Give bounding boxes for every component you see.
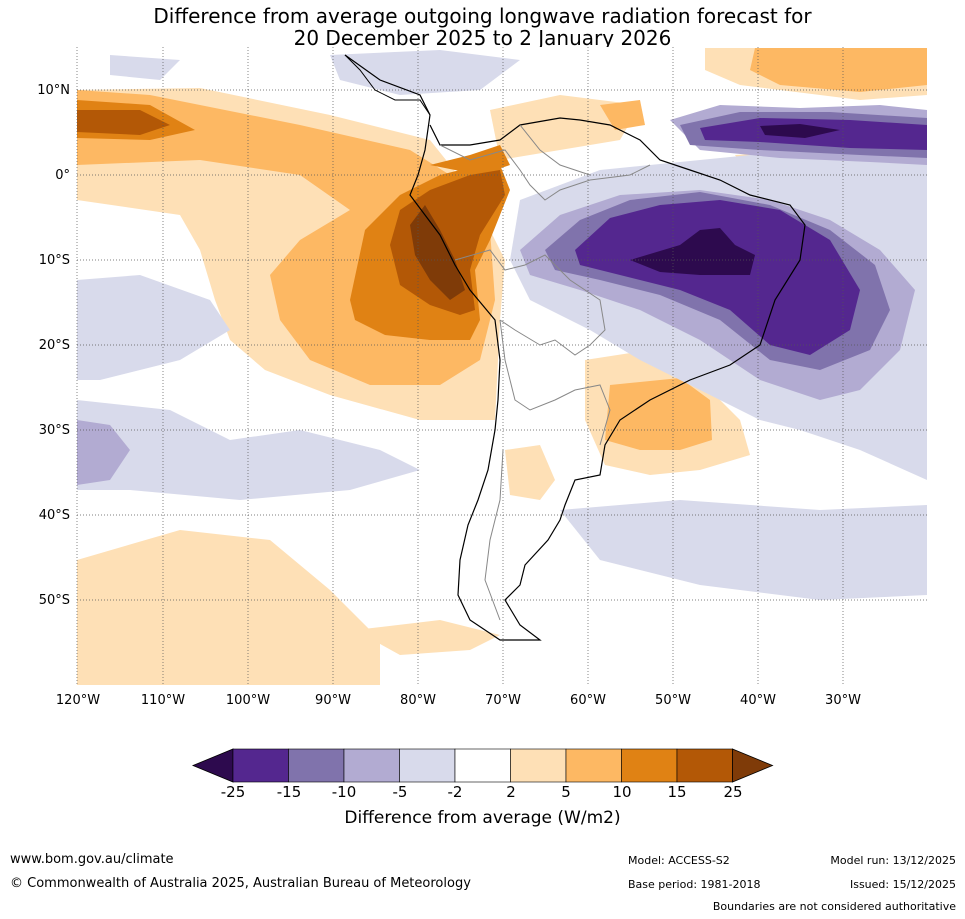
model-name: Model: ACCESS-S2 <box>628 854 730 867</box>
colorbar-tick: -25 <box>220 783 246 801</box>
anomaly-region-light-orange-south <box>77 530 380 685</box>
base-period: Base period: 1981-2018 <box>628 878 761 891</box>
latitude-label: 10°S <box>38 253 70 268</box>
national-borders <box>439 124 651 621</box>
colorbar-tick: -5 <box>392 783 408 801</box>
longitude-label: 70°W <box>485 693 521 708</box>
latitude-label: 10°N <box>37 83 70 98</box>
colorbar-tick: -2 <box>447 783 463 801</box>
boundaries-disclaimer: Boundaries are not considered authoritat… <box>712 900 956 913</box>
map-gridlines <box>76 47 927 685</box>
colorbar-segment <box>232 748 289 783</box>
colorbar-segment <box>510 748 567 783</box>
anomaly-region-darkest-purple-north <box>760 124 840 138</box>
website-link[interactable]: www.bom.gov.au/climate <box>10 852 174 867</box>
longitude-label: 110°W <box>140 693 186 708</box>
latitude-label: 30°S <box>38 423 70 438</box>
longitude-label: 120°W <box>55 693 101 708</box>
anomaly-region-light-orange-patagonia <box>355 620 500 655</box>
longitude-label: 80°W <box>400 693 436 708</box>
longitude-label: 100°W <box>225 693 271 708</box>
colorbar-tick: 2 <box>506 783 516 801</box>
colorbar-segment <box>676 748 733 783</box>
longitude-label: 90°W <box>315 693 351 708</box>
longitude-label: 60°W <box>570 693 606 708</box>
colorbar <box>191 748 774 783</box>
anomaly-region-darkest-purple-brazil <box>630 228 755 275</box>
colorbar-arrow-left <box>191 748 234 783</box>
colorbar-tick: -15 <box>276 783 302 801</box>
anomaly-region-darkest-brown-peru <box>410 205 465 300</box>
longitude-label: 30°W <box>825 693 861 708</box>
coastline-central-america <box>344 54 431 116</box>
colorbar-tick: 25 <box>723 783 743 801</box>
latitude-label: 50°S <box>38 593 70 608</box>
anomaly-region-light-orange-argentina <box>505 445 555 500</box>
colorbar-tick: -10 <box>331 783 357 801</box>
colorbar-arrow-right <box>732 748 774 783</box>
anomaly-region-brown-peru <box>77 110 505 315</box>
longitude-label: 50°W <box>655 693 691 708</box>
issued-date: Issued: 15/12/2025 <box>849 878 956 891</box>
anomaly-region-light-orange-caribbean <box>490 95 640 160</box>
map-title-line2: 20 December 2025 to 2 January 2026 <box>293 26 672 50</box>
latitude-label: 20°S <box>38 338 70 353</box>
colorbar-segment <box>565 748 622 783</box>
coastline-south-america <box>344 54 806 641</box>
colorbar-segment <box>621 748 678 783</box>
colorbar-tick: 5 <box>561 783 571 801</box>
colorbar-tick: 10 <box>612 783 632 801</box>
colorbar-segment <box>454 748 511 783</box>
copyright-text: © Commonwealth of Australia 2025, Austra… <box>10 876 471 891</box>
colorbar-label: Difference from average (W/m2) <box>344 808 621 828</box>
longitude-label: 40°W <box>740 693 776 708</box>
latitude-label: 0° <box>55 168 70 183</box>
latitude-label: 40°S <box>38 508 70 523</box>
anomaly-region-orange-north-atlantic <box>750 48 927 92</box>
anomaly-region-orange-colombia <box>600 100 645 130</box>
anomaly-region-pale-purple-caribbean <box>110 50 520 95</box>
colorbar-segment <box>288 748 345 783</box>
anomaly-region-light-purple-west <box>77 420 130 485</box>
colorbar-tick: 15 <box>667 783 687 801</box>
anomaly-region-dark-purple-brazil <box>575 200 860 355</box>
colorbar-segment <box>399 748 456 783</box>
model-run-date: Model run: 13/12/2025 <box>830 854 956 867</box>
colorbar-segment <box>343 748 400 783</box>
anomaly-region-orange-south-brazil <box>605 378 712 450</box>
map-title-line1: Difference from average outgoing longwav… <box>153 4 812 28</box>
anomaly-region-pale-purple-south <box>560 500 927 600</box>
